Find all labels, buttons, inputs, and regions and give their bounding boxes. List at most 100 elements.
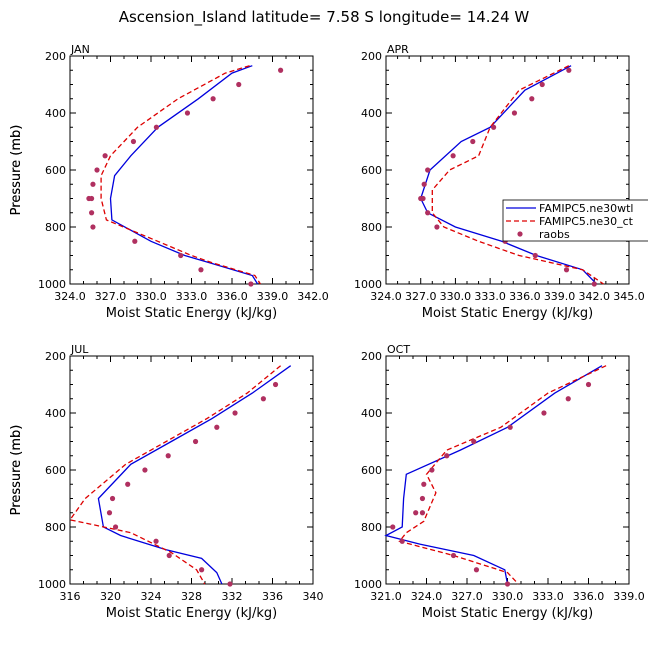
- raobs-point: [112, 524, 119, 530]
- x-tick-label: 316: [60, 590, 81, 603]
- raobs-point: [511, 110, 518, 116]
- x-tick-label: 336: [262, 590, 283, 603]
- series-line-famipc5-ne30wtl: [97, 365, 292, 585]
- x-tick-label: 333.0: [474, 290, 506, 303]
- raobs-point: [142, 467, 148, 473]
- raobs-point: [106, 510, 113, 516]
- raobs-point: [260, 396, 266, 402]
- y-axis-label: Pressure (mb): [9, 125, 24, 216]
- y-tick-label: 1000: [354, 278, 382, 291]
- raobs-point: [399, 538, 405, 544]
- raobs-point: [591, 281, 597, 287]
- x-tick-label: 328: [181, 590, 202, 603]
- x-tick-label: 339.0: [613, 590, 645, 603]
- raobs-point: [192, 438, 199, 445]
- x-tick-label: 332: [222, 590, 243, 603]
- x-tick-label: 324.0: [370, 290, 402, 303]
- raobs-point: [563, 267, 570, 273]
- y-tick-label: 200: [45, 50, 66, 63]
- raobs-point: [178, 252, 184, 259]
- series-line-famipc5-ne30-ct: [398, 365, 607, 585]
- raobs-point: [425, 210, 431, 216]
- x-tick-label: 330.0: [492, 590, 524, 603]
- raobs-point: [532, 252, 538, 259]
- x-tick-label: 327.0: [95, 290, 127, 303]
- raobs-point: [419, 495, 426, 502]
- raobs-point: [420, 195, 426, 202]
- x-axis-label: Moist Static Energy (kJ/kg): [422, 606, 593, 621]
- series-line-famipc5-ne30wtl: [420, 65, 598, 285]
- x-tick-label: 336.0: [573, 590, 605, 603]
- raobs-point: [450, 552, 457, 559]
- plot-frame: [69, 355, 314, 585]
- y-tick-label: 200: [361, 350, 382, 363]
- panel-label: JUL: [70, 343, 89, 356]
- series-line-famipc5-ne30wtl: [109, 65, 259, 285]
- panel-label: APR: [387, 43, 409, 56]
- x-tick-label: 320: [100, 590, 121, 603]
- y-axis-label: Pressure (mb): [9, 425, 24, 516]
- raobs-point: [236, 81, 242, 88]
- legend-label: raobs: [539, 228, 570, 241]
- y-tick-label: 600: [45, 464, 66, 477]
- raobs-point: [541, 410, 547, 416]
- raobs-point: [585, 381, 592, 388]
- raobs-point: [473, 567, 480, 573]
- raobs-point: [491, 124, 497, 130]
- x-tick-label: 345.0: [613, 290, 645, 303]
- raobs-point: [125, 481, 131, 487]
- x-tick-label: 327.0: [405, 290, 437, 303]
- legend-label: FAMIPC5.ne30_ct: [539, 215, 634, 228]
- x-tick-label: 339.0: [257, 290, 289, 303]
- raobs-point: [444, 453, 450, 459]
- plot-frame: [385, 355, 630, 585]
- raobs-point: [109, 495, 116, 502]
- plot-frame: [385, 55, 630, 285]
- raobs-point: [421, 481, 427, 487]
- y-tick-label: 800: [45, 521, 66, 534]
- raobs-point: [470, 138, 476, 145]
- raobs-point: [90, 181, 96, 187]
- raobs-point: [214, 424, 220, 430]
- series-line-famipc5-ne30wtl: [384, 365, 603, 585]
- x-tick-label: 336.0: [216, 290, 248, 303]
- y-tick-label: 1000: [38, 578, 66, 591]
- y-tick-label: 1000: [38, 278, 66, 291]
- raobs-point: [90, 224, 96, 230]
- raobs-point: [232, 410, 238, 416]
- y-tick-label: 400: [45, 107, 66, 120]
- raobs-point: [102, 153, 108, 159]
- raobs-point: [210, 96, 216, 102]
- x-tick-label: 339.0: [544, 290, 576, 303]
- raobs-point: [199, 567, 205, 573]
- raobs-point: [278, 67, 284, 73]
- y-tick-label: 800: [361, 221, 382, 234]
- raobs-point: [165, 453, 171, 459]
- x-tick-label: 342.0: [579, 290, 611, 303]
- legend-label: FAMIPC5.ne30wtl: [539, 202, 634, 215]
- y-tick-label: 400: [361, 107, 382, 120]
- raobs-point: [94, 167, 100, 173]
- raobs-point: [413, 510, 419, 516]
- x-axis-label: Moist Static Energy (kJ/kg): [106, 606, 277, 621]
- raobs-point: [272, 381, 279, 388]
- y-tick-label: 1000: [354, 578, 382, 591]
- y-tick-label: 400: [45, 407, 66, 420]
- raobs-point: [390, 524, 396, 530]
- y-tick-label: 200: [45, 350, 66, 363]
- raobs-point: [198, 267, 204, 273]
- y-tick-label: 600: [45, 164, 66, 177]
- legend-box: [502, 199, 648, 242]
- y-tick-label: 800: [361, 521, 382, 534]
- raobs-point: [89, 210, 95, 216]
- x-axis-label: Moist Static Energy (kJ/kg): [422, 306, 593, 321]
- raobs-point: [507, 424, 513, 430]
- panel-label: OCT: [387, 343, 410, 356]
- raobs-point: [227, 581, 233, 587]
